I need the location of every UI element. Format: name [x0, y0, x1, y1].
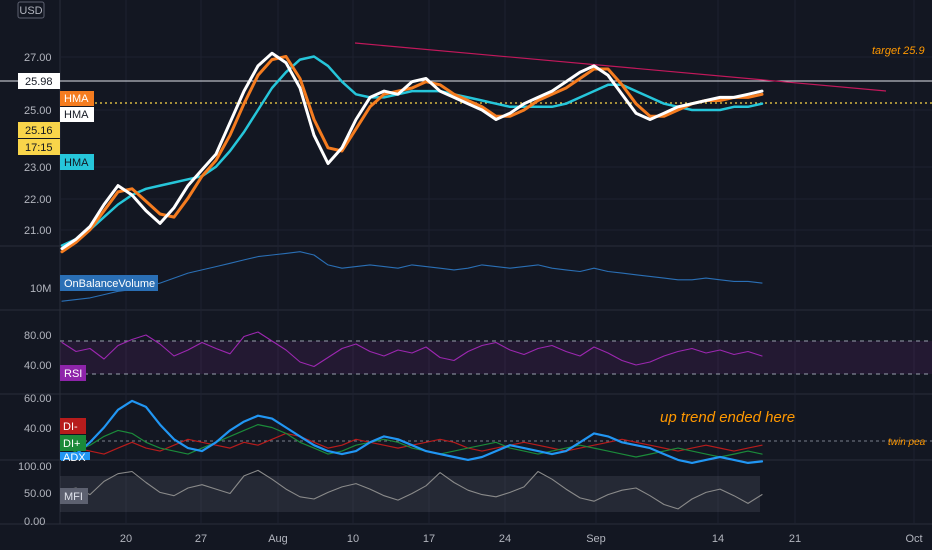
adx-line — [60, 399, 764, 464]
target-annotation: target 25.9 — [872, 45, 925, 57]
last-price-text: 25.16 — [25, 125, 53, 137]
resistance-trendline — [354, 42, 887, 92]
mfi-line — [61, 469, 763, 510]
hma-cyan-text: HMA — [64, 157, 89, 169]
twin-peaks-annotation: twin pea — [888, 437, 926, 448]
x-tick: 24 — [499, 533, 511, 545]
countdown-badge: 17:15 — [18, 139, 60, 155]
x-tick: 20 — [120, 533, 132, 545]
dmi-series-group — [60, 399, 764, 464]
di-minus-text: DI- — [63, 421, 78, 433]
obv-line — [61, 251, 763, 302]
x-tick: Sep — [586, 533, 606, 545]
hma-white-line — [60, 51, 764, 251]
obv-y-tick: 10M — [30, 283, 51, 295]
obv-text: OnBalanceVolume — [64, 278, 155, 290]
price-y-tick: 27.00 — [24, 52, 52, 64]
x-tick: 14 — [712, 533, 724, 545]
currency-text: USD — [19, 5, 42, 17]
currency-label[interactable]: USD — [17, 1, 45, 19]
last-price-badge: 25.16 — [18, 122, 60, 138]
y-axis-ticks: 21.00 22.00 23.00 25.00 27.00 10M 40.00 80.00 40… — [18, 52, 52, 528]
dmi-y-tick: 60.00 — [24, 393, 52, 405]
x-tick: Aug — [268, 533, 288, 545]
price-current-badge: 25.98 — [18, 73, 60, 89]
x-axis-ticks: 20 27 Aug 10 17 24 Sep 14 21 Oct — [120, 533, 923, 545]
mfi-badge[interactable]: MFI — [60, 488, 88, 504]
price-y-tick: 21.00 — [24, 225, 52, 237]
di-plus-text: DI+ — [63, 438, 80, 450]
countdown-text: 17:15 — [25, 142, 53, 154]
mfi-text: MFI — [64, 491, 83, 503]
di-plus-line — [61, 424, 763, 458]
hma-cyan-badge[interactable]: HMA — [60, 154, 94, 170]
price-y-tick: 22.00 — [24, 194, 52, 206]
x-tick: 10 — [347, 533, 359, 545]
trend-ended-annotation: up trend ended here — [660, 409, 795, 426]
rsi-badge[interactable]: RSI — [60, 365, 86, 381]
di-plus-badge[interactable]: DI+ — [60, 435, 86, 451]
rsi-y-tick: 40.00 — [24, 360, 52, 372]
obv-badge[interactable]: OnBalanceVolume — [60, 275, 158, 291]
obv-series-group — [61, 251, 763, 302]
grid-lines — [60, 0, 932, 524]
dmi-y-tick: 40.00 — [24, 423, 52, 435]
price-series-group — [60, 51, 764, 254]
price-current-text: 25.98 — [25, 76, 53, 88]
hma-orange-text: HMA — [64, 93, 89, 105]
mfi-series-group — [61, 469, 763, 510]
price-y-tick: 23.00 — [24, 162, 52, 174]
price-y-tick: 25.00 — [24, 105, 52, 117]
x-tick: 17 — [423, 533, 435, 545]
di-minus-badge[interactable]: DI- — [60, 418, 86, 434]
hma-orange-line — [60, 55, 764, 254]
rsi-y-tick: 80.00 — [24, 330, 52, 342]
hma-white-badge[interactable]: HMA — [60, 107, 94, 122]
hma-white-text: HMA — [64, 109, 89, 121]
rsi-text: RSI — [64, 368, 82, 380]
x-tick: 27 — [195, 533, 207, 545]
adx-badge[interactable]: ADX — [60, 452, 90, 464]
hma-cyan-line — [60, 55, 764, 247]
x-tick: 21 — [789, 533, 801, 545]
mfi-y-tick: 100.00 — [18, 461, 52, 473]
hma-orange-badge[interactable]: HMA — [60, 91, 94, 106]
x-tick: Oct — [905, 533, 922, 545]
rsi-band — [60, 341, 932, 374]
mfi-y-tick: 50.00 — [24, 488, 52, 500]
adx-text: ADX — [63, 452, 86, 464]
rsi-line — [61, 331, 763, 368]
rsi-series-group — [61, 331, 763, 368]
mfi-y-tick: 0.00 — [24, 516, 45, 528]
